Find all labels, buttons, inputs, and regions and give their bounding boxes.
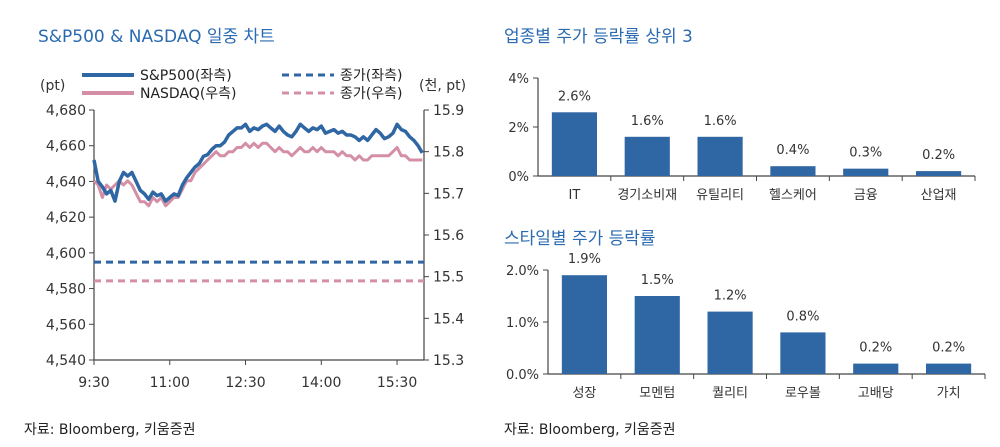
y-right-tick-label: 15.4 [433,311,464,327]
y-left-tick-label: 4,620 [46,210,86,226]
sector-category-label: 헬스케어 [769,188,817,203]
style-bar [561,275,607,374]
style-category-label: 성장 [572,386,596,401]
style-category-label: 모멘텀 [639,386,675,401]
sector-value-label: 0.4% [776,143,809,158]
y-right-tick-label: 15.8 [433,145,464,161]
y-left-unit: (pt) [40,78,65,94]
style-category-label: 고배당 [858,386,894,401]
style-bar [926,363,972,374]
sector-category-label: 금융 [854,188,878,203]
sector-bar [916,171,962,176]
style-value-label: 1.9% [568,252,601,267]
style-category-label: 로우볼 [785,386,821,401]
sector-value-label: 1.6% [704,114,737,129]
sector-value-label: 2.6% [558,89,591,104]
style-y-tick-label: 2.0% [506,264,539,279]
y-left-tick-label: 4,540 [46,353,86,369]
y-left-tick-label: 4,680 [46,103,86,119]
sector-value-label: 0.3% [849,146,882,161]
x-tick-label: 15:30 [377,375,417,391]
sector-y-tick-label: 2% [508,121,529,136]
sector-bar [843,168,889,176]
style-value-label: 0.2% [859,341,892,356]
sector-bar [551,112,597,176]
sector-value-label: 0.2% [922,148,955,163]
x-tick-label: 11:00 [150,375,190,391]
x-tick-label: 14:00 [301,375,341,391]
style-value-label: 0.2% [932,341,965,356]
sector-y-tick-label: 4% [508,72,529,87]
source-right: 자료: Bloomberg, 키움증권 [504,422,676,438]
sector-category-label: 경기소비재 [617,188,677,203]
sp500-series-line [92,122,424,203]
legend-sp-label: S&P500(좌측) [140,68,232,84]
nasdaq-series-line [92,141,423,208]
style-value-label: 1.5% [641,273,674,288]
y-right-tick-label: 15.7 [433,186,464,202]
legend-nq-close-label: 종가(우측) [340,86,402,102]
source-left: 자료: Bloomberg, 키움증권 [24,422,196,438]
style-y-tick-label: 1.0% [506,316,539,331]
sector-chart-title: 업종별 주가 등락률 상위 3 [504,27,693,47]
style-bar [634,296,680,374]
sector-bar [624,136,670,176]
style-value-label: 1.2% [714,289,747,304]
style-y-tick-label: 0.0% [506,368,539,383]
sector-category-label: 산업재 [921,188,957,203]
y-right-unit: (천, pt) [419,78,466,94]
x-tick-label: 9:30 [78,375,109,391]
y-right-tick-label: 15.5 [433,270,464,286]
y-right-tick-label: 15.3 [433,353,464,369]
style-value-label: 0.8% [786,309,819,324]
sector-bar [697,136,743,176]
style-chart-title: 스타일별 주가 등락률 [504,229,656,249]
y-right-tick-label: 15.6 [433,228,464,244]
sector-category-label: 유틸리티 [696,188,744,203]
y-left-tick-label: 4,580 [46,282,86,298]
style-bar [780,332,826,374]
y-right-tick-label: 15.9 [433,103,464,119]
legend-nq-label: NASDAQ(우측) [140,86,237,102]
sector-y-tick-label: 0% [508,170,529,185]
style-bar [707,311,753,374]
legend-sp-close-label: 종가(좌측) [340,68,402,84]
line-chart-title: S&P500 & NASDAQ 일중 차트 [38,27,275,47]
style-category-label: 퀄리티 [712,386,748,401]
y-left-tick-label: 4,660 [46,139,86,155]
y-left-tick-label: 4,640 [46,174,86,190]
x-tick-label: 12:30 [225,375,265,391]
sector-bar [770,166,816,176]
sector-category-label: IT [569,188,581,203]
sector-value-label: 1.6% [631,114,664,129]
y-left-tick-label: 4,600 [46,246,86,262]
style-category-label: 가치 [937,386,961,401]
y-left-tick-label: 4,560 [46,317,86,333]
style-bar [853,363,899,374]
